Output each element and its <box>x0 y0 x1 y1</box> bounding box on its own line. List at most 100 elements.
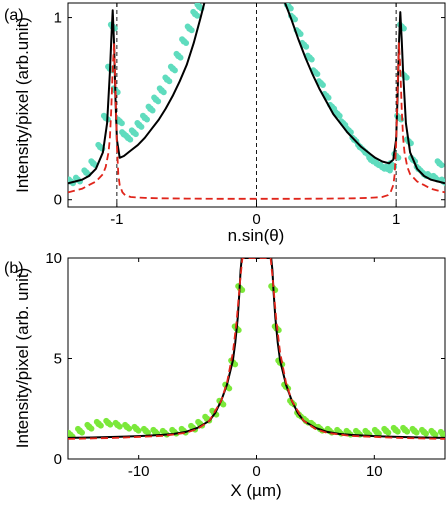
data-point <box>138 123 145 130</box>
panel-a-xlabel: n.sin(θ) <box>228 226 285 245</box>
data-point <box>395 154 402 161</box>
data-point <box>336 112 343 119</box>
data-point <box>72 174 79 181</box>
data-point <box>371 426 378 433</box>
data-point <box>386 167 393 174</box>
model-curve-solid <box>68 3 445 185</box>
data-point <box>195 418 202 425</box>
data-point <box>183 40 190 47</box>
data-point <box>126 425 133 432</box>
data-point <box>202 413 209 420</box>
data-point <box>145 103 152 110</box>
x-tick-label: 0 <box>252 463 260 480</box>
panel-b-ticks: -10 0 10 0 5 10 <box>45 250 445 480</box>
data-point <box>139 112 146 119</box>
data-point <box>88 425 95 432</box>
data-point <box>232 361 239 368</box>
data-point <box>135 427 142 434</box>
data-point <box>438 176 445 183</box>
data-point <box>382 163 389 170</box>
data-point <box>314 71 321 78</box>
data-point <box>434 158 441 165</box>
data-point <box>362 427 369 434</box>
data-point <box>400 424 407 431</box>
data-point <box>179 36 186 43</box>
data-point <box>131 423 138 430</box>
data-point <box>159 427 166 434</box>
data-point <box>128 127 135 134</box>
y-tick-label: 0 <box>54 192 62 209</box>
data-point <box>375 430 382 437</box>
x-tick-label: -1 <box>110 211 123 228</box>
data-point <box>404 428 411 435</box>
y-tick-label: 1 <box>54 10 62 27</box>
data-point <box>167 63 174 70</box>
data-point <box>140 425 147 432</box>
y-tick-label: 5 <box>54 351 62 368</box>
data-point <box>166 78 173 85</box>
data-point <box>100 112 107 119</box>
data-point <box>173 50 180 57</box>
panel-a-label: (a) <box>4 7 24 24</box>
panel-b: (b) -10 0 10 0 5 10 X (µm) Intensity/pixel (a… <box>4 250 446 500</box>
data-point <box>194 3 201 8</box>
data-point <box>81 167 88 174</box>
data-point <box>156 85 163 92</box>
model-curve-dashed <box>68 258 445 440</box>
data-point <box>438 162 445 169</box>
data-point <box>366 154 373 161</box>
data-point <box>343 427 350 434</box>
data-point <box>95 141 102 148</box>
data-point <box>68 429 72 436</box>
data-point <box>292 16 299 23</box>
data-point <box>149 107 156 114</box>
data-point <box>220 401 227 408</box>
data-point <box>97 422 104 429</box>
panel-b-xlabel: X (µm) <box>230 481 281 500</box>
data-point <box>381 425 388 432</box>
panel-b-marks <box>68 258 445 440</box>
data-point <box>155 98 162 105</box>
data-point <box>239 286 246 293</box>
x-tick-label: 1 <box>392 211 400 228</box>
data-point <box>116 423 123 430</box>
data-point <box>178 425 185 432</box>
data-point <box>171 67 178 74</box>
data-point <box>143 116 150 123</box>
data-point <box>308 56 315 63</box>
data-point <box>78 429 85 436</box>
data-point <box>188 27 195 34</box>
data-point <box>169 426 176 433</box>
model-curve-dashed <box>68 42 445 200</box>
panel-a-marks <box>68 3 445 207</box>
data-point <box>430 172 437 179</box>
data-point <box>371 158 378 165</box>
data-point <box>184 23 191 30</box>
data-point <box>127 136 134 143</box>
y-tick-label: 0 <box>54 451 62 468</box>
data-point <box>119 129 126 136</box>
x-tick-label: -10 <box>128 463 150 480</box>
data-point <box>107 421 114 428</box>
data-point <box>132 131 139 138</box>
data-point <box>122 421 129 428</box>
y-tick-label: 10 <box>45 250 62 267</box>
data-point <box>428 427 435 434</box>
data-point <box>194 12 201 19</box>
data-point <box>103 417 110 424</box>
data-point <box>134 120 141 127</box>
data-point <box>319 81 326 88</box>
data-point <box>177 54 184 61</box>
data-point <box>303 43 310 50</box>
data-point <box>390 424 397 431</box>
data-point <box>123 132 130 139</box>
data-point <box>432 431 439 438</box>
data-point <box>84 421 91 428</box>
data-point <box>93 418 100 425</box>
data-point <box>190 8 197 15</box>
data-point <box>68 176 72 183</box>
data-point <box>353 427 360 434</box>
data-point <box>409 425 416 432</box>
data-point <box>413 429 420 436</box>
